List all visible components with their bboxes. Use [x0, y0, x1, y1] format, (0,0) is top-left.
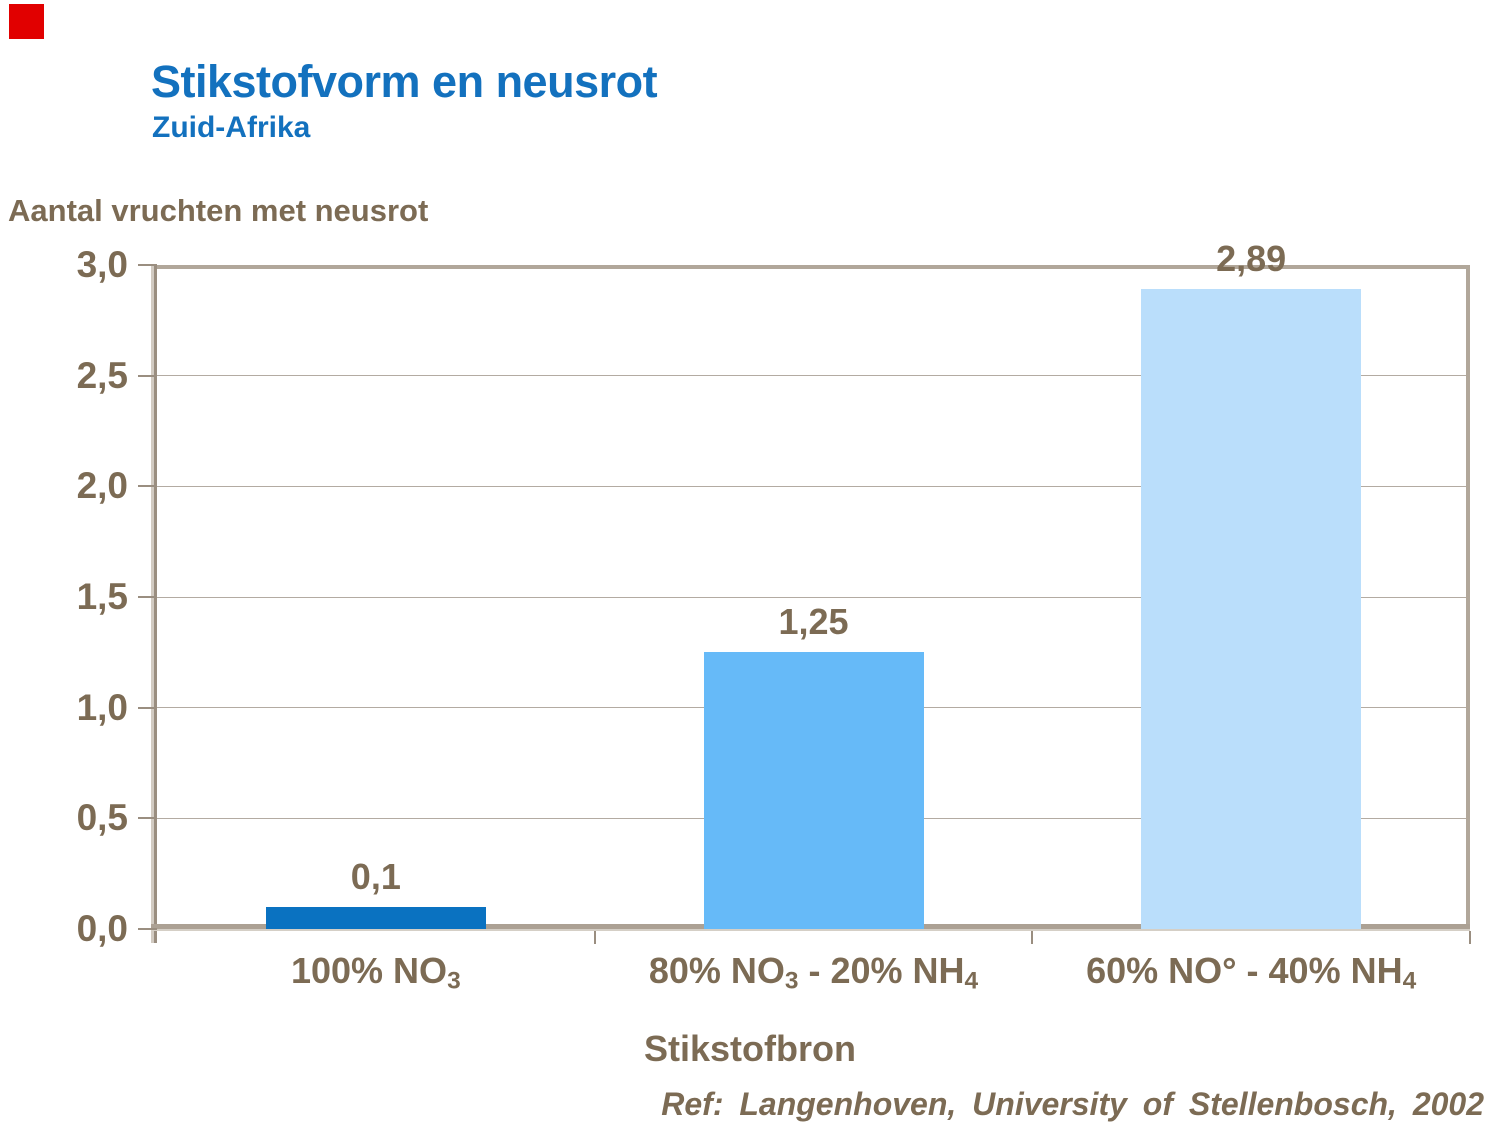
x-category-label: 60% NO° - 40% NH4: [1031, 950, 1471, 995]
bar-value-label: 1,25: [778, 601, 849, 642]
subscript: 4: [1402, 967, 1417, 995]
bar-value-label: 0,1: [350, 856, 401, 897]
plot-right-border: [1466, 265, 1470, 929]
reference-note: Ref: Langenhoven, University of Stellenb…: [661, 1086, 1484, 1122]
y-tick-label: 2,5: [76, 354, 128, 396]
gridline: [157, 817, 1470, 819]
x-tick: [1031, 931, 1034, 944]
subscript: 3: [784, 967, 799, 995]
y-axis-line: [151, 265, 157, 943]
x-category-label: 80% NO3 - 20% NH4: [594, 950, 1034, 995]
gridline: [157, 375, 1470, 377]
subscript: 4: [964, 967, 979, 995]
gridline: [157, 707, 1470, 709]
y-tick-label: 1,0: [76, 686, 128, 728]
chart-title: Stikstofvorm en neusrot: [151, 56, 658, 107]
y-axis-title: Aantal vruchten met neusrot: [8, 193, 429, 228]
x-axis-line: [151, 924, 1470, 931]
x-tick: [1469, 931, 1471, 944]
bar-value-label: 2,89: [1216, 238, 1287, 279]
category-text: 60% NO° - 40% NH: [1086, 950, 1403, 991]
gridline: [157, 596, 1470, 598]
y-tick-label: 1,5: [76, 576, 128, 617]
y-tick-label: 2,0: [76, 465, 128, 507]
x-axis-title: Stikstofbron: [644, 1028, 856, 1069]
category-text: 100% NO: [290, 950, 448, 991]
plot-top-border: [157, 265, 1470, 269]
bar: [1141, 289, 1362, 929]
y-tick-label: 3,0: [76, 244, 128, 285]
y-tick-label: 0,0: [76, 908, 128, 949]
subscript: 3: [447, 967, 461, 995]
y-tick-label: 0,5: [76, 797, 128, 839]
chart-subtitle: Zuid-Afrika: [152, 111, 311, 144]
gridline: [157, 485, 1470, 487]
bar: [703, 652, 924, 929]
category-text: - 20% NH: [798, 950, 965, 991]
red-square-marker: [9, 4, 44, 39]
x-tick: [593, 931, 596, 944]
x-category-label: 100% NO3: [156, 950, 596, 995]
category-text: 80% NO: [648, 950, 785, 991]
